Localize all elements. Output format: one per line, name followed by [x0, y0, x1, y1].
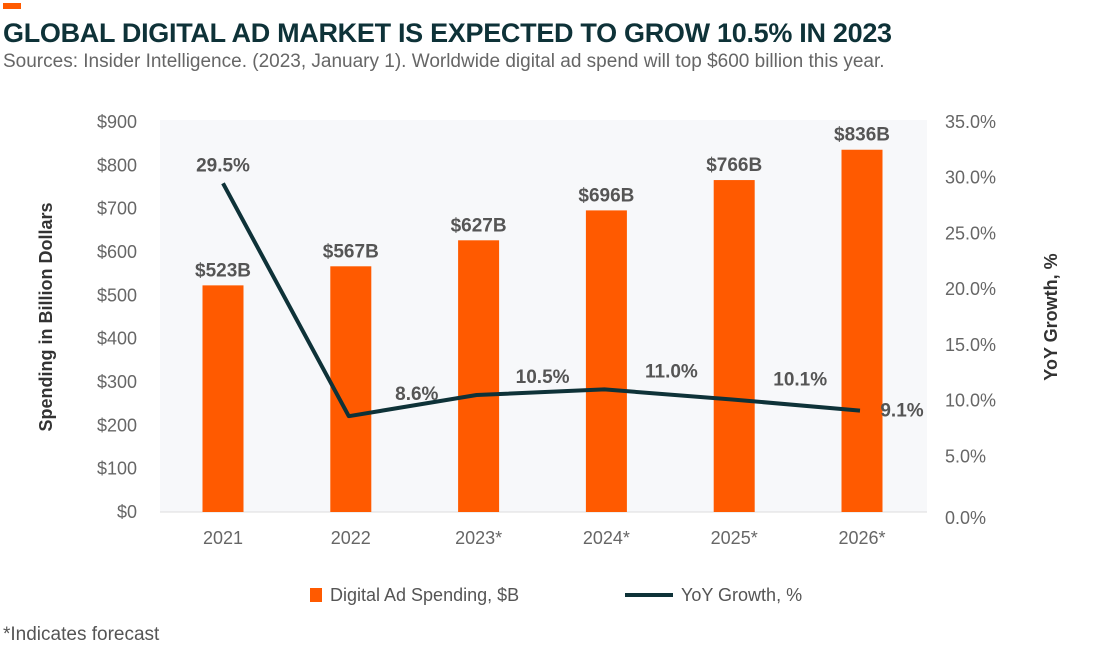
y-tick-label: $100	[97, 459, 137, 479]
y2-tick-label: 20.0%	[945, 279, 996, 299]
bar-2022	[330, 266, 372, 512]
y-tick-label: $600	[97, 242, 137, 262]
y-tick-label: $0	[117, 502, 137, 522]
y-tick-label: $300	[97, 372, 137, 392]
x-tick-label: 2025*	[711, 528, 758, 548]
bar-data-label: $766B	[706, 155, 762, 176]
x-tick-label: 2026*	[838, 528, 885, 548]
bar-data-label: $836B	[834, 125, 890, 146]
y2-tick-label: 10.0%	[945, 391, 996, 411]
bar-data-label: $627B	[451, 215, 507, 236]
bar-data-label: $567B	[323, 241, 379, 262]
bar-2021	[202, 285, 244, 512]
y2-tick-label: 30.0%	[945, 168, 996, 188]
line-data-label: 9.1%	[880, 401, 923, 422]
y2-tick-label: 0.0%	[945, 508, 986, 528]
chart-title: GLOBAL DIGITAL AD MARKET IS EXPECTED TO …	[3, 18, 892, 48]
x-tick-label: 2022	[331, 528, 371, 548]
growth-line	[221, 182, 861, 419]
y-axis-title: Spending in Billion Dollars	[36, 202, 56, 431]
legend-bar-label: Digital Ad Spending, $B	[330, 585, 519, 605]
y-tick-label: $500	[97, 285, 137, 305]
y2-tick-label: 15.0%	[945, 335, 996, 355]
y-tick-label: $400	[97, 329, 137, 349]
y2-axis-title: YoY Growth, %	[1041, 253, 1061, 380]
line-data-label: 11.0%	[645, 361, 698, 382]
x-tick-label: 2023*	[455, 528, 502, 548]
x-tick-label: 2024*	[583, 528, 630, 548]
chart-subtitle: Sources: Insider Intelligence. (2023, Ja…	[3, 51, 885, 72]
y-tick-label: $200	[97, 415, 137, 435]
line-data-label: 10.5%	[516, 367, 570, 388]
line-data-label: 10.1%	[773, 369, 827, 390]
plot-area	[160, 120, 927, 512]
bar-2024	[585, 210, 627, 512]
bar-2025	[713, 180, 755, 513]
bar-data-label: $523B	[195, 260, 251, 281]
footnote: *Indicates forecast	[3, 624, 160, 645]
y2-tick-label: 5.0%	[945, 446, 986, 466]
legend-line-label: YoY Growth, %	[681, 585, 802, 605]
y-tick-label: $900	[97, 112, 137, 132]
accent-mark	[3, 3, 21, 9]
line-data-label: 8.6%	[395, 384, 438, 405]
y-tick-label: $800	[97, 155, 137, 175]
bar-data-label: $696B	[578, 185, 634, 206]
y2-tick-label: 35.0%	[945, 112, 996, 132]
line-data-label: 29.5%	[196, 155, 250, 176]
x-tick-label: 2021	[203, 528, 243, 548]
bar-2026	[841, 149, 883, 512]
y-tick-label: $700	[97, 199, 137, 219]
legend-bar-swatch	[310, 588, 322, 602]
y2-tick-label: 25.0%	[945, 223, 996, 243]
bar-2023	[458, 240, 500, 513]
